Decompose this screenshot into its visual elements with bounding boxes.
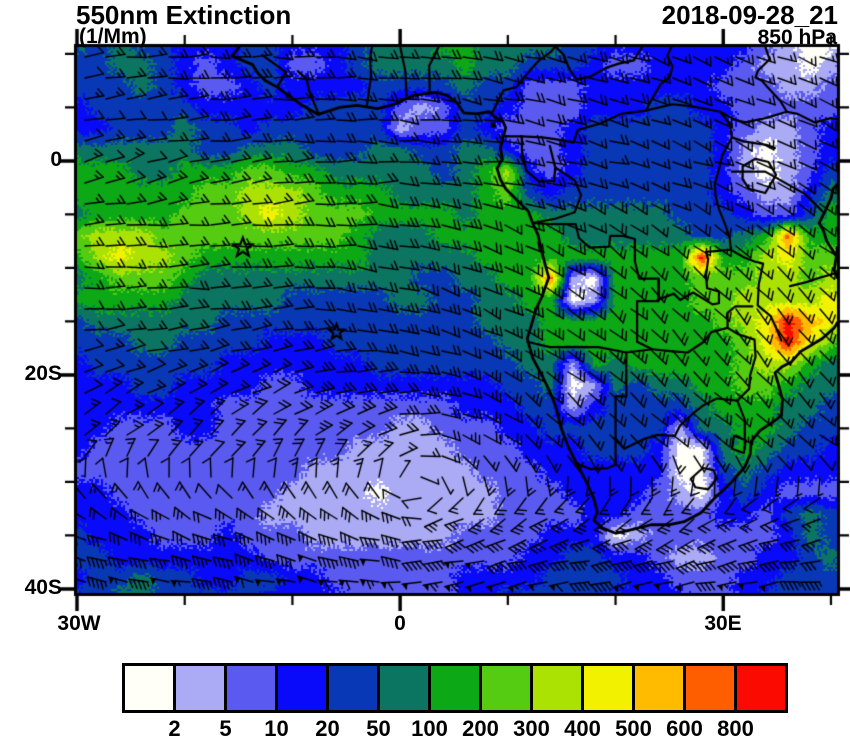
colorbar-tick-label: 400	[564, 716, 601, 741]
colorbar-tick-label: 500	[615, 716, 652, 741]
pressure-level-label: 850 hPa	[757, 26, 837, 49]
colorbar-tick-label: 800	[717, 716, 754, 741]
colorbar-cell	[428, 666, 479, 710]
colorbar-tick-label: 2	[168, 716, 181, 741]
colorbar-cell	[377, 666, 428, 710]
colorbar-cell	[326, 666, 377, 710]
colorbar-cell	[581, 666, 632, 710]
colorbar-cell	[173, 666, 224, 710]
colorbar-tick-label: 600	[666, 716, 703, 741]
x-axis-tick-label-0: 0	[394, 612, 406, 635]
colorbar-cell	[125, 666, 173, 710]
colorbar-tick-label: 100	[411, 716, 448, 741]
colorbar-cell	[224, 666, 275, 710]
units-label: (1/Mm)	[79, 25, 147, 48]
colorbar-tick-label: 300	[513, 716, 550, 741]
colorbar-cell	[683, 666, 734, 710]
colorbar-tick-label: 10	[264, 716, 289, 741]
y-axis-tick-label-40s: 40S	[24, 576, 62, 599]
page-title: 550nm Extinction	[76, 0, 292, 30]
colorbar-cell	[734, 666, 785, 710]
colorbar-tick-label: 5	[219, 716, 232, 741]
colorbar-tick-label: 20	[315, 716, 340, 741]
colorbar	[122, 663, 788, 713]
colorbar-cell	[632, 666, 683, 710]
colorbar-cell	[530, 666, 581, 710]
colorbar-cell	[479, 666, 530, 710]
datetime-label: 2018-09-28_21	[661, 0, 838, 30]
colorbar-tick-label: 50	[366, 716, 391, 741]
y-axis-tick-label-0: 0	[50, 148, 62, 171]
x-axis-tick-label-30e: 30E	[704, 612, 742, 635]
x-axis-tick-label-30w: 30W	[57, 612, 101, 635]
colorbar-tick-label: 200	[462, 716, 499, 741]
colorbar-cell	[275, 666, 326, 710]
y-axis-tick-label-20s: 20S	[24, 362, 62, 385]
